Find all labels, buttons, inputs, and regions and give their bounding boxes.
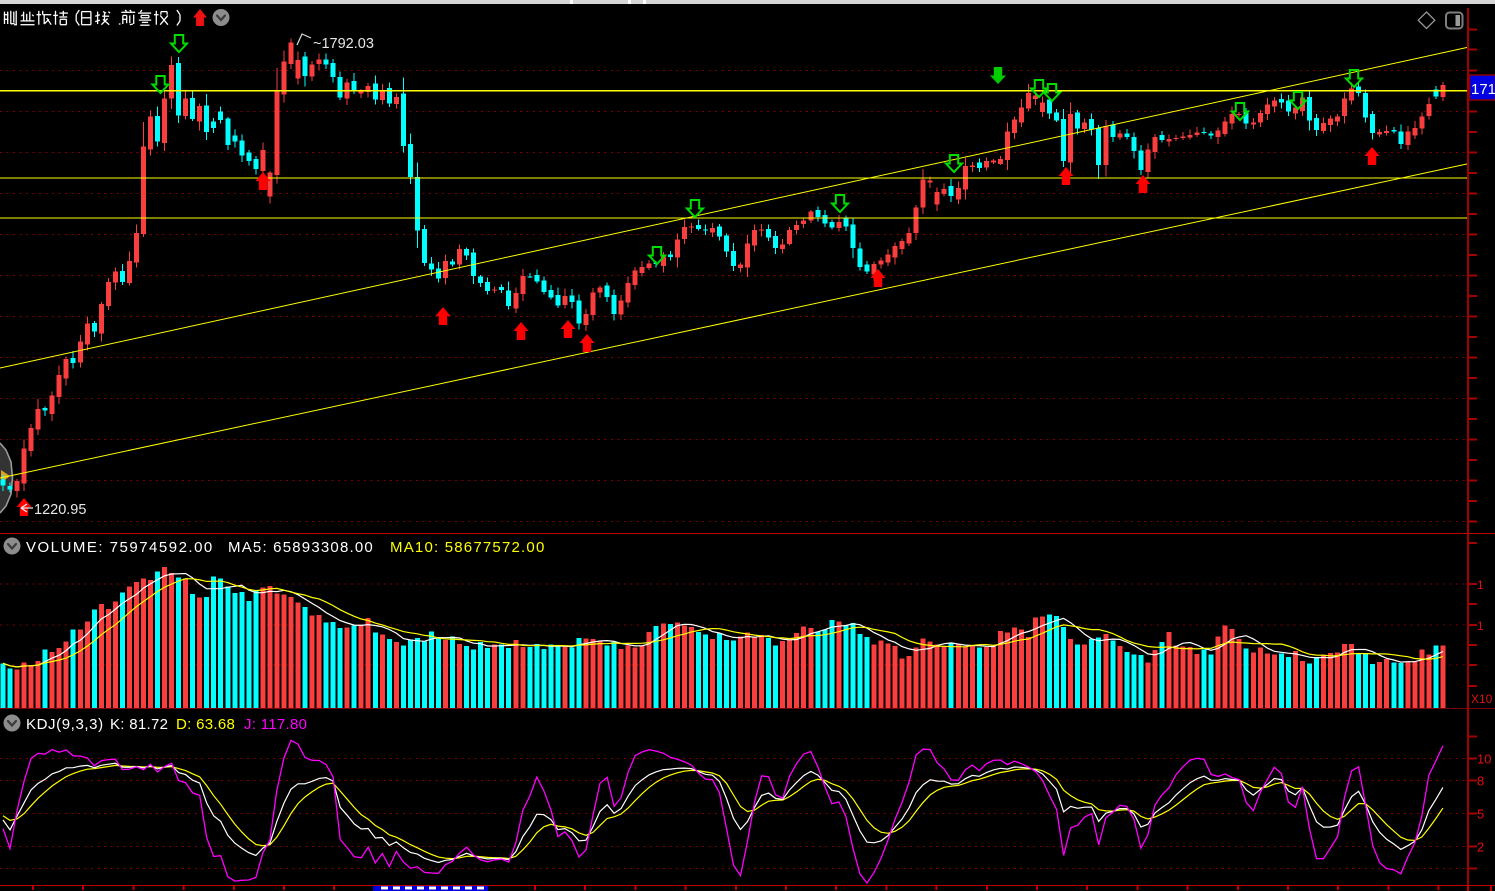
- svg-text:KDJ(9,3,3): KDJ(9,3,3): [26, 716, 104, 733]
- svg-text:1: 1: [1477, 578, 1484, 592]
- svg-text:10: 10: [1477, 752, 1491, 767]
- svg-text:~1792.03: ~1792.03: [313, 36, 374, 52]
- svg-text:K: 81.72: K: 81.72: [110, 716, 168, 733]
- svg-text:MA5: 65893308.00: MA5: 65893308.00: [228, 539, 374, 556]
- svg-text:5: 5: [1477, 807, 1484, 822]
- svg-text:X10: X10: [1471, 692, 1493, 706]
- svg-text:171: 171: [1471, 81, 1495, 98]
- svg-text:J: 117.80: J: 117.80: [244, 716, 307, 733]
- svg-text:VOLUME: 75974592.00: VOLUME: 75974592.00: [26, 539, 214, 556]
- svg-text:D: 63.68: D: 63.68: [176, 716, 235, 733]
- svg-text:2: 2: [1477, 840, 1484, 855]
- svg-text:MA10: 58677572.00: MA10: 58677572.00: [390, 539, 546, 556]
- svg-text:1: 1: [1477, 619, 1484, 633]
- svg-text:1220.95: 1220.95: [34, 502, 86, 518]
- svg-text:8: 8: [1477, 774, 1484, 789]
